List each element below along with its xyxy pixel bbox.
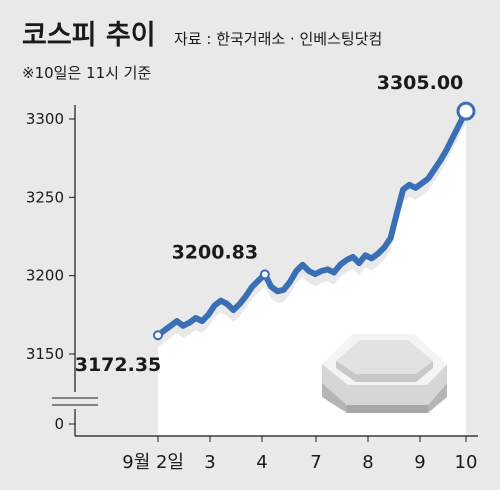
data-point-marker <box>456 101 476 121</box>
x-tick-label: 10 <box>455 452 478 473</box>
markers <box>153 101 476 341</box>
series-line <box>155 108 469 339</box>
chart-title: 코스피 추이 <box>22 20 156 51</box>
x-tick-label: 8 <box>362 452 373 473</box>
x-tick-label: 7 <box>310 452 321 473</box>
chart-note: ※10일은 11시 기준 <box>22 64 151 82</box>
kospi-stock-exchange-3d-shape-icon <box>322 334 447 413</box>
x-tick-label: 3 <box>204 452 215 473</box>
chart-source: 자료 : 한국거래소 · 인베스팅닷컴 <box>174 30 382 48</box>
x-ticks: 9월 2일 3 4 7 8 9 10 <box>122 436 477 473</box>
y-tick-label: 3150 <box>26 345 64 363</box>
data-point-marker <box>259 269 270 280</box>
y-ticks: 3300 3250 3200 3150 0 <box>26 110 75 433</box>
x-tick-label: 9월 2일 <box>122 452 184 473</box>
data-point-marker <box>153 330 163 341</box>
x-tick-label: 9 <box>414 452 425 473</box>
y-tick-label: 3250 <box>26 188 64 206</box>
y-tick-label: 3300 <box>26 110 64 128</box>
axis-break-icon <box>52 397 98 406</box>
data-label: 3200.83 <box>172 241 259 263</box>
data-label: 3305.00 <box>377 72 464 94</box>
y-tick-label: 3200 <box>26 267 64 285</box>
x-tick-label: 4 <box>256 452 267 473</box>
y-tick-label: 0 <box>54 415 64 433</box>
data-label: 3172.35 <box>75 354 162 376</box>
data-labels: 3172.35 3200.83 3305.00 <box>75 72 464 376</box>
